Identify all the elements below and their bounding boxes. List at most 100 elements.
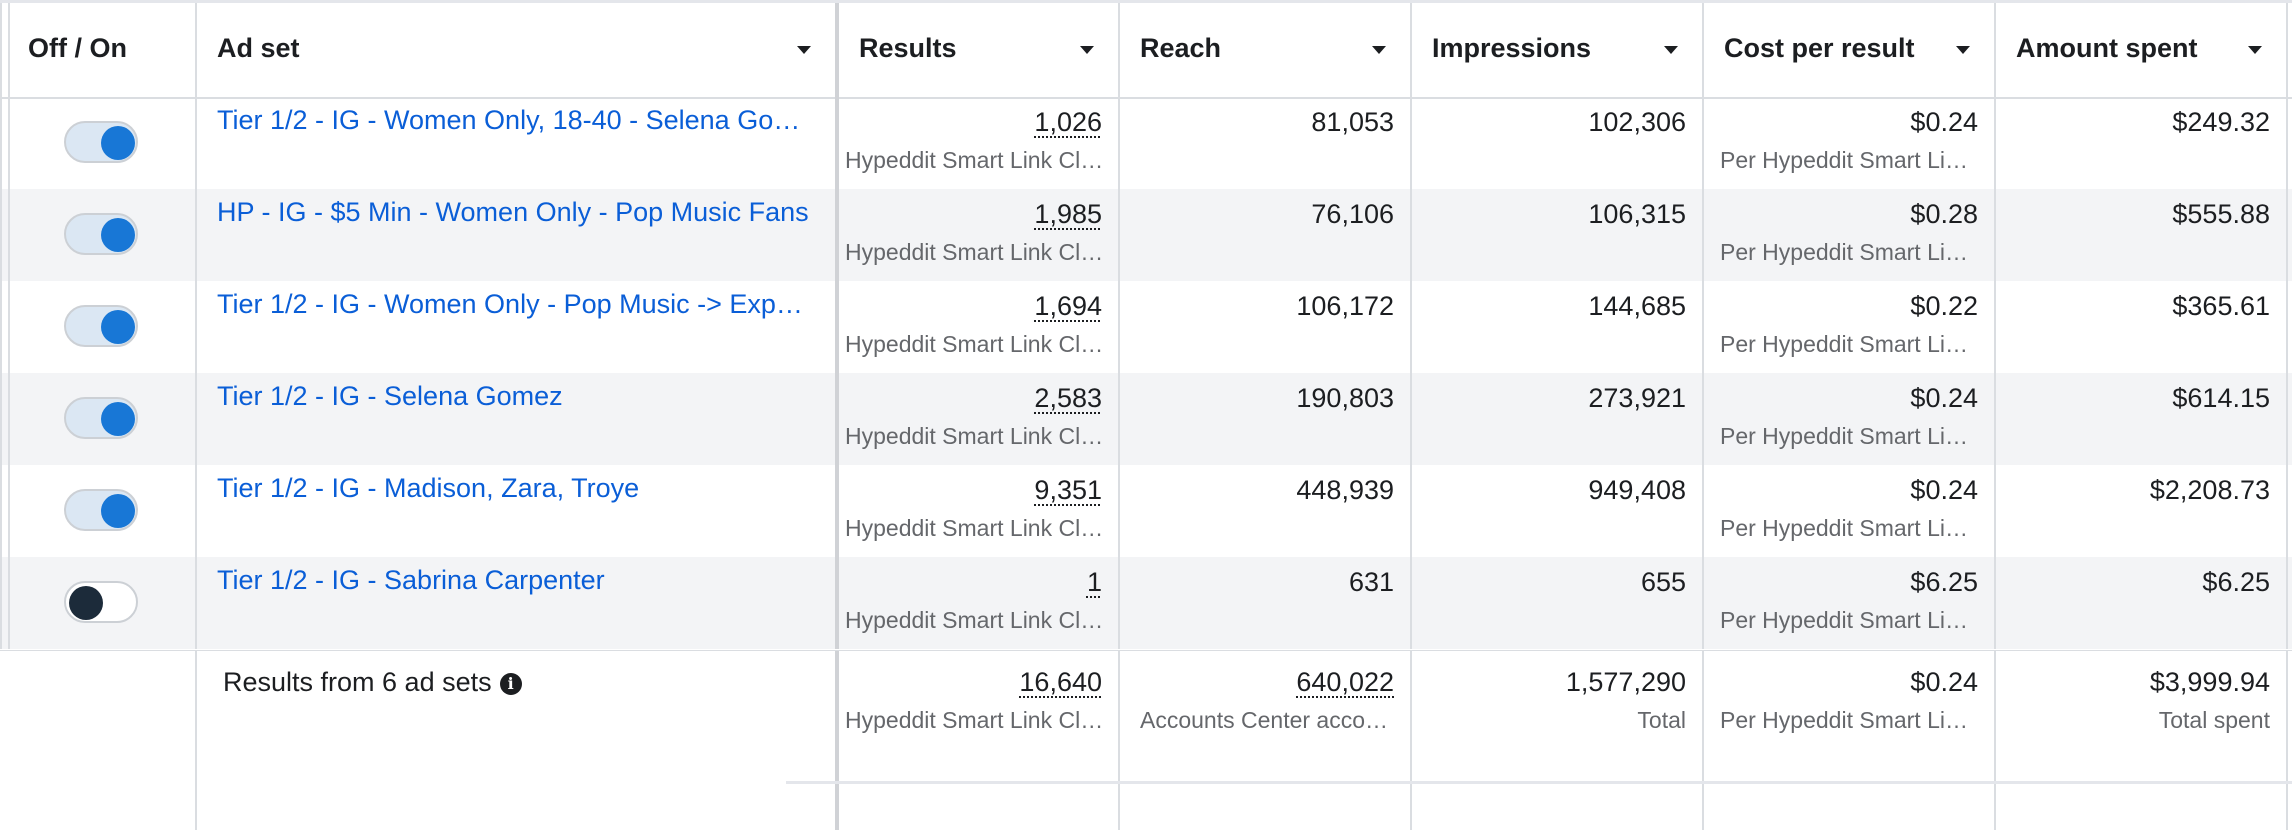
row-selector[interactable] <box>0 465 10 557</box>
table-tail <box>2288 373 2292 465</box>
cost-per-result-subtext: Per Hypeddit Smart Link Click <box>1720 423 1978 449</box>
reach-cell: 81,053 <box>1120 97 1412 189</box>
sort-caret-icon[interactable] <box>797 46 811 54</box>
cost-per-result-cell: $0.22 Per Hypeddit Smart Link Click <box>1704 281 1996 373</box>
summary-results-cell: 16,640 Hypeddit Smart Link Clicks <box>839 651 1120 830</box>
impressions-cell: 106,315 <box>1412 189 1704 281</box>
summary-amount-spent-cell: $3,999.94 Total spent <box>1996 651 2288 830</box>
row-selector[interactable] <box>0 189 10 281</box>
column-header-label: Ad set <box>217 33 300 63</box>
column-header-label: Amount spent <box>2016 33 2198 63</box>
table-tail <box>2288 651 2292 830</box>
column-header-ad-set[interactable]: Ad set <box>197 3 839 97</box>
amount-spent-value: $2,208.73 <box>2149 475 2270 505</box>
reach-value: 190,803 <box>1296 383 1394 413</box>
table-row: Tier 1/2 - IG - Sabrina Carpenter 1 Hypedd… <box>0 557 2292 649</box>
amount-spent-value: $365.61 <box>2172 291 2270 321</box>
reach-cell: 76,106 <box>1120 189 1412 281</box>
results-cell: 1 Hypeddit Smart Link Clicks <box>839 557 1120 649</box>
summary-reach-value[interactable]: 640,022 <box>1296 667 1394 697</box>
ad-set-name-link[interactable]: Tier 1/2 - IG - Women Only - Pop Music -… <box>217 289 815 319</box>
toggle-cell <box>10 465 197 557</box>
on-off-toggle[interactable] <box>64 213 138 255</box>
cost-per-result-subtext: Per Hypeddit Smart Link Click <box>1720 239 1978 265</box>
table-tail <box>2288 97 2292 189</box>
amount-spent-value: $614.15 <box>2172 383 2270 413</box>
column-header-label: Off / On <box>28 33 127 63</box>
table-row: Tier 1/2 - IG - Selena Gomez 2,583 Hypeddi… <box>0 373 2292 465</box>
on-off-toggle[interactable] <box>64 581 138 623</box>
sort-caret-icon[interactable] <box>1080 46 1094 54</box>
on-off-toggle[interactable] <box>64 121 138 163</box>
summary-amount-spent-subtext: Total spent <box>2158 707 2270 733</box>
row-selector[interactable] <box>0 97 10 189</box>
amount-spent-cell: $2,208.73 <box>1996 465 2288 557</box>
sort-caret-icon[interactable] <box>1372 46 1386 54</box>
cost-per-result-cell: $0.24 Per Hypeddit Smart Link Click <box>1704 373 1996 465</box>
toggle-cell <box>10 97 197 189</box>
column-header-results[interactable]: Results <box>839 3 1120 97</box>
toggle-cell <box>10 373 197 465</box>
summary-impressions-subtext: Total <box>1637 707 1686 733</box>
summary-label-text: Results from 6 ad sets <box>223 667 492 697</box>
column-header-reach[interactable]: Reach <box>1120 3 1412 97</box>
cost-per-result-subtext: Per Hypeddit Smart Link Click <box>1720 607 1978 633</box>
toggle-knob <box>101 218 135 252</box>
row-selector[interactable] <box>0 557 10 649</box>
summary-results-value[interactable]: 16,640 <box>1019 667 1102 697</box>
table-row: Tier 1/2 - IG - Women Only, 18-40 - Sele… <box>0 97 2292 189</box>
results-cell: 1,026 Hypeddit Smart Link Clicks <box>839 97 1120 189</box>
table-tail <box>2288 189 2292 281</box>
summary-label: Results from 6 ad sets i <box>223 667 522 698</box>
table-bottom-border <box>786 781 2292 784</box>
summary-row: Results from 6 ad sets i 16,640 Hypeddit … <box>0 650 2292 830</box>
cost-per-result-value: $0.24 <box>1910 383 1978 413</box>
column-header-amount-spent[interactable]: Amount spent <box>1996 3 2288 97</box>
results-value[interactable]: 9,351 <box>1034 475 1102 505</box>
summary-impressions-value: 1,577,290 <box>1565 667 1686 697</box>
ad-set-name-link[interactable]: HP - IG - $5 Min - Women Only - Pop Musi… <box>217 197 809 227</box>
impressions-cell: 949,408 <box>1412 465 1704 557</box>
results-cell: 1,985 Hypeddit Smart Link Clicks <box>839 189 1120 281</box>
ad-set-name-link[interactable]: Tier 1/2 - IG - Madison, Zara, Troye <box>217 473 640 503</box>
table-row: Tier 1/2 - IG - Women Only - Pop Music -… <box>0 281 2292 373</box>
amount-spent-value: $249.32 <box>2172 107 2270 137</box>
sort-caret-icon[interactable] <box>2248 46 2262 54</box>
impressions-cell: 102,306 <box>1412 97 1704 189</box>
column-header-cost-per-result[interactable]: Cost per result <box>1704 3 1996 97</box>
toggle-knob <box>69 586 103 620</box>
info-icon[interactable]: i <box>499 673 522 695</box>
cost-per-result-value: $0.24 <box>1910 475 1978 505</box>
reach-value: 81,053 <box>1311 107 1394 137</box>
results-value[interactable]: 1,694 <box>1034 291 1102 321</box>
impressions-value: 655 <box>1640 567 1686 597</box>
sort-caret-icon[interactable] <box>1956 46 1970 54</box>
results-subtext: Hypeddit Smart Link Clicks <box>845 331 1104 357</box>
column-header-toggle[interactable]: Off / On <box>10 3 197 97</box>
row-selector[interactable] <box>0 373 10 465</box>
results-subtext: Hypeddit Smart Link Clicks <box>845 147 1104 173</box>
results-value[interactable]: 1,026 <box>1034 107 1102 137</box>
column-header-impressions[interactable]: Impressions <box>1412 3 1704 97</box>
row-selector[interactable] <box>0 281 10 373</box>
results-value[interactable]: 2,583 <box>1034 383 1102 413</box>
on-off-toggle[interactable] <box>64 305 138 347</box>
ad-set-name-link[interactable]: Tier 1/2 - IG - Selena Gomez <box>217 381 563 411</box>
ad-set-name-link[interactable]: Tier 1/2 - IG - Sabrina Carpenter <box>217 565 605 595</box>
on-off-toggle[interactable] <box>64 489 138 531</box>
reach-value: 76,106 <box>1311 199 1394 229</box>
summary-reach-cell: 640,022 Accounts Center accounts <box>1120 651 1412 830</box>
sort-caret-icon[interactable] <box>1664 46 1678 54</box>
ad-set-cell: Tier 1/2 - IG - Women Only, 18-40 - Sele… <box>197 97 839 189</box>
reach-cell: 190,803 <box>1120 373 1412 465</box>
results-subtext: Hypeddit Smart Link Clicks <box>845 423 1104 449</box>
impressions-value: 102,306 <box>1588 107 1686 137</box>
on-off-toggle[interactable] <box>64 397 138 439</box>
cost-per-result-value: $6.25 <box>1910 567 1978 597</box>
summary-results-subtext: Hypeddit Smart Link Clicks <box>845 707 1104 733</box>
ad-set-name-link[interactable]: Tier 1/2 - IG - Women Only, 18-40 - Sele… <box>217 105 815 135</box>
ad-set-cell: HP - IG - $5 Min - Women Only - Pop Musi… <box>197 189 839 281</box>
results-value[interactable]: 1 <box>1086 567 1102 597</box>
results-value[interactable]: 1,985 <box>1034 199 1102 229</box>
